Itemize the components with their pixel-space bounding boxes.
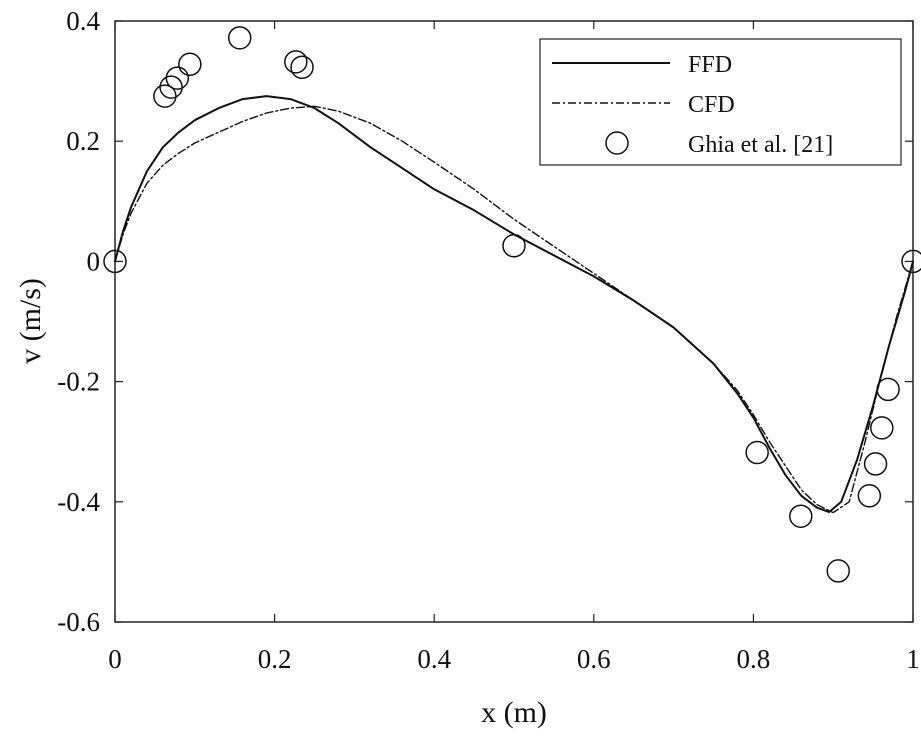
legend-ffd-label: FFD xyxy=(688,52,732,78)
ghia-data-point xyxy=(159,75,183,99)
ghia-data-point xyxy=(870,416,894,440)
ghia-data-point xyxy=(284,50,308,74)
ghia-data-point xyxy=(901,249,921,274)
y-tick-label: -0.2 xyxy=(57,367,100,397)
x-axis-label: x (m) xyxy=(481,696,547,729)
x-tick-label: 1 xyxy=(906,644,920,674)
y-tick-label: 0.4 xyxy=(66,6,100,36)
y-tick-label: -0.4 xyxy=(57,487,100,517)
series-layer xyxy=(103,26,921,583)
x-tick-label: 0.2 xyxy=(258,644,292,674)
ghia-data-point xyxy=(290,55,314,80)
ghia-data-point xyxy=(876,377,900,402)
plot-area xyxy=(114,20,914,623)
cfd-series-line xyxy=(114,105,914,514)
x-axis-ticks: 0 0.2 0.4 0.6 0.8 1 xyxy=(108,21,920,674)
y-tick-label: 0.2 xyxy=(66,126,100,156)
legend: FFD CFD Ghia et al. [21] xyxy=(539,38,902,166)
x-tick-label: 0.6 xyxy=(577,644,611,674)
legend-cfd-label: CFD xyxy=(688,92,735,118)
legend-box xyxy=(539,38,902,166)
ghia-data-point xyxy=(502,234,526,258)
legend-ghia-marker xyxy=(605,131,629,155)
y-tick-label: 0 xyxy=(87,246,101,276)
legend-ghia-label: Ghia et al. [21] xyxy=(688,132,833,158)
ghia-data-point xyxy=(857,484,882,508)
ffd-series-line xyxy=(114,95,914,513)
ghia-data-point xyxy=(165,66,190,90)
x-tick-label: 0.8 xyxy=(737,644,771,674)
y-tick-label: -0.6 xyxy=(57,607,100,637)
ghia-data-point xyxy=(789,504,813,528)
ghia-data-point xyxy=(863,452,888,476)
ghia-data-point xyxy=(103,249,127,274)
ghia-data-point xyxy=(178,52,202,77)
ghia-data-point xyxy=(745,440,769,465)
x-tick-label: 0.4 xyxy=(417,644,451,674)
x-tick-label: 0 xyxy=(108,644,122,674)
ghia-data-point xyxy=(227,26,252,50)
ghia-data-point xyxy=(153,84,177,108)
y-axis-label: v (m/s) xyxy=(14,278,47,364)
ghia-data-point xyxy=(826,559,850,583)
y-axis-ticks: 0.4 0.2 0 -0.2 -0.4 -0.6 xyxy=(57,6,913,637)
